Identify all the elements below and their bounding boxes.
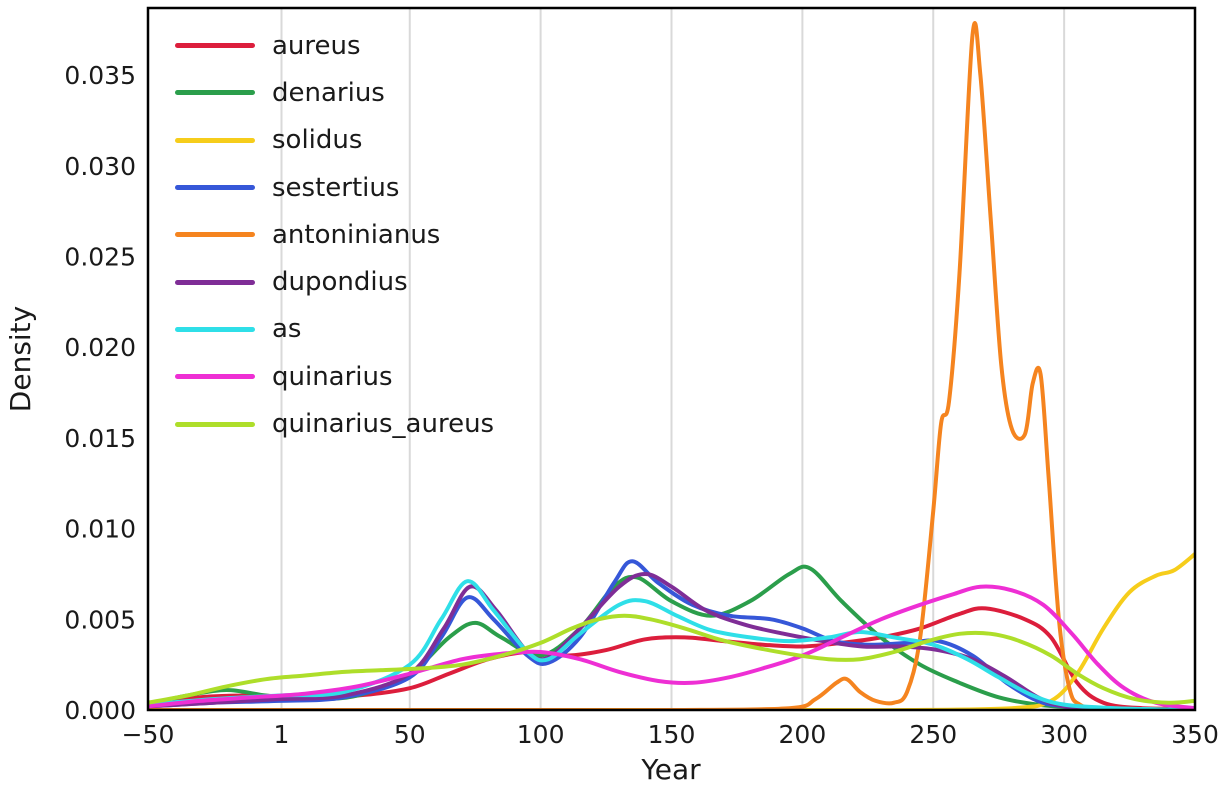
y-axis-title: Density	[4, 306, 37, 412]
series-line-as	[148, 579, 1195, 710]
legend-item-quinarius: quinarius	[175, 353, 494, 400]
legend-item-antoninianus: antoninianus	[175, 211, 494, 258]
legend-item-as: as	[175, 306, 494, 353]
legend-label-dupondius: dupondius	[272, 267, 408, 298]
y-tick-label-0.005: 0.005	[64, 605, 136, 634]
x-tick-label-300: 300	[1040, 720, 1088, 749]
legend-label-quinarius: quinarius	[272, 361, 393, 392]
y-tick-label-0.010: 0.010	[64, 515, 136, 544]
y-tick-label-0.030: 0.030	[64, 152, 136, 181]
legend-swatch-quinarius	[175, 374, 255, 380]
legend-item-quinarius_aureus: quinarius_aureus	[175, 400, 494, 447]
legend-label-aureus: aureus	[272, 30, 361, 61]
legend-label-sestertius: sestertius	[272, 172, 400, 203]
legend-swatch-as	[175, 326, 255, 332]
y-tick-label-0.035: 0.035	[64, 61, 136, 90]
legend-label-solidus: solidus	[272, 125, 363, 156]
series-line-antoninianus	[148, 21, 1195, 710]
legend-swatch-denarius	[175, 90, 255, 96]
series-line-quinarius_aureus	[148, 613, 1195, 705]
legend-label-denarius: denarius	[272, 77, 385, 108]
legend-label-quinarius_aureus: quinarius_aureus	[272, 409, 495, 440]
legend-swatch-dupondius	[175, 279, 255, 285]
legend-label-antoninianus: antoninianus	[272, 219, 441, 250]
legend: aureus denarius solidus sestertius antoninia…	[175, 22, 494, 448]
x-axis-title: Year	[640, 753, 701, 786]
legend-item-aureus: aureus	[175, 22, 494, 69]
legend-label-as: as	[272, 314, 302, 345]
legend-item-denarius: denarius	[175, 69, 494, 116]
legend-swatch-quinarius_aureus	[175, 421, 255, 427]
legend-swatch-antoninianus	[175, 232, 255, 238]
y-tick-label-0.000: 0.000	[64, 696, 136, 725]
legend-swatch-solidus	[175, 137, 255, 143]
x-tick-label-350: 350	[1171, 720, 1219, 749]
x-tick-label-1: 1	[274, 720, 290, 749]
y-tick-label-0.020: 0.020	[64, 333, 136, 362]
x-tick-label-150: 150	[648, 720, 696, 749]
series-line-quinarius	[148, 584, 1195, 710]
series-group	[148, 21, 1195, 710]
x-tick-label-250: 250	[909, 720, 957, 749]
legend-item-solidus: solidus	[175, 117, 494, 164]
y-tick-label-0.025: 0.025	[64, 243, 136, 272]
x-tick-label-200: 200	[779, 720, 827, 749]
x-tick-label-100: 100	[517, 720, 565, 749]
x-tick-label-50: 50	[394, 720, 426, 749]
y-tick-label-0.015: 0.015	[64, 424, 136, 453]
legend-swatch-sestertius	[175, 185, 255, 191]
plot-border	[146, 6, 1197, 712]
legend-swatch-aureus	[175, 43, 255, 49]
legend-item-dupondius: dupondius	[175, 258, 494, 305]
legend-item-sestertius: sestertius	[175, 164, 494, 211]
chart-plot-area: −50 1 50 100 150 200 250 300 3500.0000.0050.0100…	[64, 6, 1219, 749]
x-tick-label-−50: −50	[122, 720, 175, 749]
